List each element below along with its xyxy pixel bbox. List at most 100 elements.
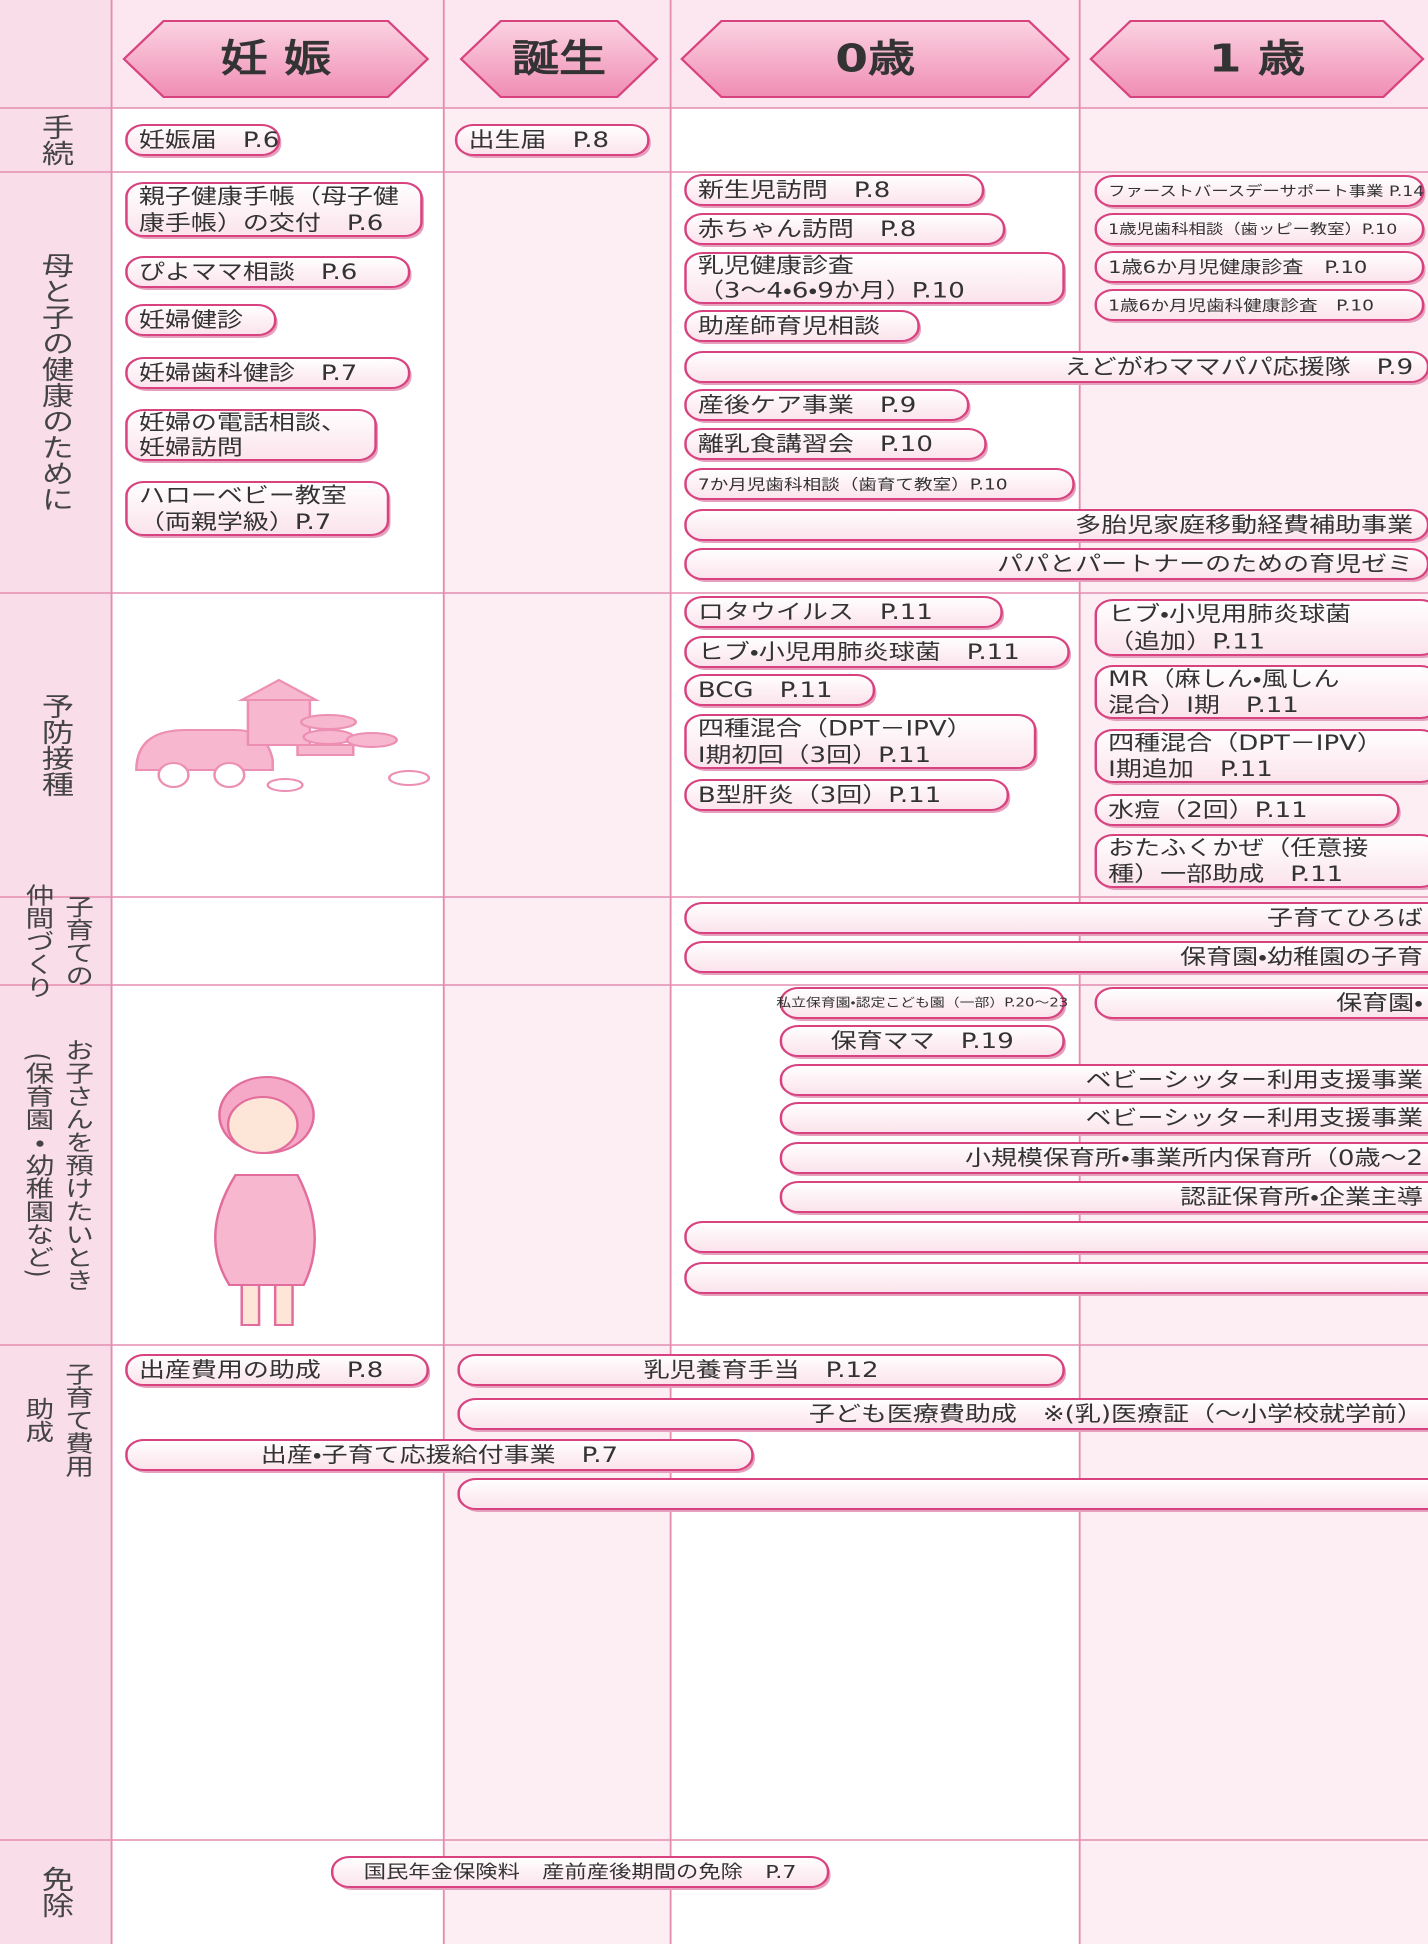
item-label: 四種混合（DPT－IPV） — [1108, 731, 1383, 756]
bar-shape — [457, 1478, 1428, 1510]
stage-label: 1 歳 — [1209, 37, 1305, 81]
item-label: 乳児養育手当 P.12 — [644, 1358, 879, 1383]
bar-shape — [684, 428, 987, 460]
item-label: 四種混合（DPT－IPV） — [698, 716, 973, 741]
item-bar: 私立保育園・認定こども園（一部）P.20～23 — [776, 987, 1068, 1021]
row-label: 子育て費用 — [60, 1363, 93, 1478]
item-label: 私立保育園・認定こども園（一部）P.20～23 — [776, 996, 1068, 1010]
bar-shape — [779, 1181, 1428, 1213]
bar-shape — [684, 941, 1428, 973]
item-bar: 助産師育児相談 — [684, 310, 922, 344]
item-label: 多胎児家庭移動経費補助事業 — [1075, 513, 1413, 538]
stage-arrow — [680, 20, 1071, 98]
item-label: おたふくかぜ（任意接 — [1108, 836, 1368, 861]
bar-shape — [684, 779, 1010, 811]
item-bar: 新生児訪問 P.8 — [684, 174, 986, 208]
item-label: 国民年金保険料 産前産後期間の免除 P.7 — [364, 1861, 797, 1882]
item-label: 保育園・幼稚園の子育 — [1180, 945, 1423, 970]
item-label: 新生児訪問 P.8 — [698, 178, 890, 203]
stage-arrow — [459, 20, 659, 98]
row-label: 免除 — [37, 1866, 74, 1919]
bar-shape — [125, 256, 411, 288]
item-label: （両親学級）P.7 — [139, 509, 331, 534]
bar-shape — [684, 389, 970, 421]
bar-shape — [1094, 175, 1425, 207]
item-bar: パパとパートナーのための育児ゼミ — [684, 548, 1428, 582]
item-label: ベビーシッター利用支援事業 — [1086, 1106, 1424, 1131]
item-bar: ぴよママ相談 P.6 — [125, 256, 412, 290]
item-label: 保育ママ P.19 — [831, 1029, 1014, 1054]
bar-shape — [1094, 834, 1428, 888]
bar-shape — [779, 1025, 1065, 1057]
item-label: ぴよママ相談 P.6 — [139, 260, 357, 285]
item-bar: 四種混合（DPT－IPV）Ⅰ期初回（3回）P.11 — [684, 714, 1038, 771]
item-label: Ⅰ期追加 P.11 — [1108, 757, 1273, 782]
item-label: 康手帳）の交付 P.6 — [139, 210, 383, 235]
item-bar: ロタウイルス P.11 — [684, 596, 1005, 630]
item-bar: ベビーシッター利用支援事業 — [779, 1064, 1428, 1098]
bar-shape — [330, 1856, 830, 1888]
row-label: 手続 — [37, 114, 74, 167]
bar-shape — [125, 304, 277, 336]
item-label: 1歳6か月児歯科健康診査 P.10 — [1108, 296, 1374, 314]
item-bar: 保育ママ P.19 — [779, 1025, 1067, 1059]
stage-label: 0歳 — [835, 37, 915, 81]
stage-header: 1 歳 — [1089, 20, 1425, 98]
bar-shape — [779, 1142, 1428, 1174]
bar-shape — [684, 213, 1006, 245]
item-label: 産後ケア事業 P.9 — [698, 393, 916, 418]
item-bar: 1歳6か月児健康診査 P.10 — [1094, 251, 1426, 285]
item-bar: ハローベビー教室（両親学級）P.7 — [125, 481, 391, 538]
item-bar: 四種混合（DPT－IPV）Ⅰ期追加 P.11 — [1094, 729, 1428, 785]
bar-shape — [684, 902, 1428, 934]
row-label: お子さんを預けたいとき — [60, 1039, 93, 1292]
bar-shape — [125, 409, 377, 461]
item-label: ロタウイルス P.11 — [698, 600, 933, 625]
bar-shape — [684, 548, 1428, 580]
item-label: 保育園・ — [1336, 991, 1423, 1016]
bar-shape — [125, 481, 390, 536]
item-bar: 産後ケア事業 P.9 — [684, 389, 971, 423]
bar-shape — [684, 714, 1037, 769]
bar-shape — [457, 1354, 1065, 1386]
item-label: 妊娠届 P.6 — [139, 128, 279, 153]
item-bar: 認証保育所・企業主導 — [779, 1181, 1428, 1215]
item-bar: 妊婦健診 — [125, 304, 278, 338]
item-label: BCG P.11 — [698, 678, 833, 703]
item-bar: 保育園・幼稚園の子育 — [684, 941, 1428, 975]
item-bar: 離乳食講習会 P.10 — [684, 428, 988, 462]
item-label: B型肝炎（3回）P.11 — [698, 783, 941, 808]
stage-arrow — [1089, 20, 1425, 98]
empty-bars — [457, 1221, 1428, 1512]
item-label: 種）一部助成 P.11 — [1108, 862, 1343, 887]
item-label: ベビーシッター利用支援事業 — [1086, 1068, 1424, 1093]
bar-shape — [457, 1398, 1428, 1430]
item-bar: 水痘（2回）P.11 — [1094, 794, 1401, 828]
row-label: 子育ての — [60, 895, 93, 987]
bar-shape — [684, 252, 1065, 304]
item-bar: ベビーシッター利用支援事業 — [779, 1102, 1428, 1136]
row-label: 仲間づくり — [21, 883, 54, 998]
item-label: 認証保育所・企業主導 — [1180, 1185, 1423, 1210]
stage-header: 妊 娠 — [122, 20, 430, 98]
item-bar: 赤ちゃん訪問 P.8 — [684, 213, 1007, 247]
item-label: 水痘（2回）P.11 — [1108, 798, 1308, 823]
item-bar: 保育園・ — [1094, 987, 1428, 1021]
bar-shape — [684, 636, 1070, 668]
item-label: 子育てひろば — [1267, 906, 1423, 931]
item-bar: 1歳6か月児歯科健康診査 P.10 — [1094, 289, 1426, 323]
item-bar: ヒブ・小児用肺炎球菌 （追加）P.11 — [1094, 599, 1428, 658]
item-bar: B型肝炎（3回）P.11 — [684, 779, 1011, 813]
item-label: 親子健康手帳（母子健 — [139, 184, 399, 209]
row-label: 予防接種 — [37, 693, 74, 797]
item-label: 7か月児歯科相談（歯育て教室）P.10 — [698, 475, 1008, 493]
bar-shape — [684, 310, 920, 342]
stage-arrow — [122, 20, 430, 98]
bar-shape — [779, 1102, 1428, 1134]
bar-shape — [684, 674, 876, 706]
item-label: 助産師育児相談 — [698, 314, 880, 339]
